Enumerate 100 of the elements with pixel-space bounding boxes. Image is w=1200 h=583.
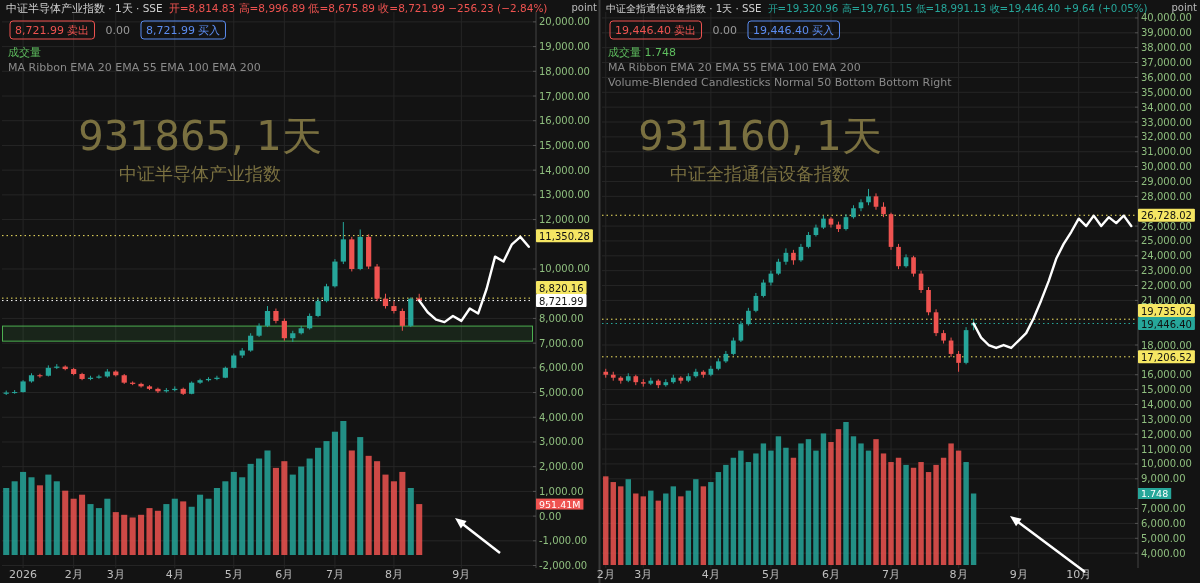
bar — [828, 442, 834, 565]
bar — [760, 443, 767, 565]
y-tick-label: 17,000.00 — [539, 90, 590, 102]
x-tick-label: 6月 — [821, 568, 840, 581]
y-tick-label: 10,000.00 — [539, 263, 590, 275]
text: 1.748 — [1141, 488, 1169, 499]
annotation: MA Ribbon EMA 20 EMA 55 EMA 100 EMA 200 — [8, 61, 261, 74]
annotation: 成交量 1.748 — [608, 46, 676, 59]
bar — [895, 457, 902, 565]
y-tick-label: 28,000.00 — [1141, 190, 1192, 202]
bar — [281, 461, 288, 555]
ref-line-label: 19,446.40 — [1141, 318, 1192, 330]
chart-title: 中证全指通信设备指数 · 1天 · SSE — [606, 2, 762, 14]
y-tick-label: 10,000.00 — [1141, 458, 1192, 470]
y-tick-label: 5,000.00 — [1141, 532, 1186, 544]
y-tick-label: 31,000.00 — [1141, 146, 1192, 158]
chart-title: 中证半导体产业指数 · 1天 · SSE — [6, 2, 163, 14]
bar — [745, 462, 752, 565]
x-tick-label: 2026 — [9, 568, 38, 581]
annotation: 8,721.99 卖出 — [15, 24, 90, 37]
bar — [256, 458, 263, 555]
x-tick-label: 2月 — [64, 568, 83, 581]
y-tick-label: 38,000.00 — [1141, 42, 1192, 54]
bar — [53, 481, 60, 555]
x-tick-label: 5月 — [224, 568, 243, 581]
bar — [933, 464, 939, 565]
y-tick-label: 14,000.00 — [539, 164, 590, 176]
bar — [331, 431, 338, 555]
bar — [625, 479, 631, 565]
bar — [365, 455, 372, 555]
ref-line-label: 11,350.28 — [539, 230, 590, 242]
bar — [382, 474, 389, 555]
bar — [903, 464, 909, 565]
y-tick-label: 32,000.00 — [1141, 131, 1192, 143]
y-tick-label: 20,000.00 — [539, 16, 590, 28]
bar — [700, 486, 707, 565]
bar — [306, 458, 313, 555]
bar — [663, 493, 669, 565]
bar — [640, 496, 646, 565]
bar — [783, 447, 789, 565]
x-tick-label: 9月 — [452, 568, 471, 581]
bar — [205, 498, 212, 555]
y-tick-label: 13,000.00 — [1141, 413, 1192, 425]
bar — [835, 429, 842, 565]
bar — [768, 450, 774, 565]
bar — [28, 477, 35, 555]
annotation: 0.00 — [712, 24, 737, 37]
bar — [20, 471, 27, 555]
x-tick-label: 5月 — [761, 568, 780, 581]
bar — [693, 479, 699, 565]
annotation: 中证半导体产业指数 — [119, 163, 281, 184]
bar — [753, 453, 759, 565]
bar — [708, 482, 714, 565]
bar — [340, 421, 347, 555]
annotation: Volume-Blended Candlesticks Normal 50 Bottom Bottom Right — [608, 76, 953, 89]
bar — [775, 436, 782, 565]
bar — [95, 508, 102, 555]
bar — [655, 500, 662, 565]
bar — [970, 493, 977, 565]
text: point — [1171, 2, 1198, 13]
bar — [230, 471, 237, 555]
bar — [820, 433, 827, 565]
bar — [154, 510, 161, 555]
annotation: 0.00 — [105, 24, 130, 37]
y-tick-label: 23,000.00 — [1141, 265, 1192, 277]
bar — [910, 467, 917, 565]
bar — [121, 514, 128, 555]
x-tick-label: 3月 — [106, 568, 125, 581]
y-tick-label: 12,000.00 — [1141, 428, 1192, 440]
y-tick-label: 11,000.00 — [1141, 443, 1192, 455]
bar — [723, 464, 729, 565]
y-tick-label: 7,000.00 — [539, 337, 584, 349]
y-tick-label: 34,000.00 — [1141, 101, 1192, 113]
annotation: 931865, 1天 — [78, 113, 322, 159]
bar — [790, 457, 797, 565]
x-tick-label: 8月 — [384, 568, 403, 581]
bar — [70, 498, 77, 555]
y-tick-label: 7,000.00 — [1141, 503, 1186, 515]
x-tick-label: 7月 — [882, 568, 901, 581]
bar — [298, 466, 305, 555]
x-tick-label: 4月 — [701, 568, 720, 581]
bar — [146, 508, 153, 555]
ref-line-label: 8,820.16 — [539, 282, 584, 294]
y-tick-label: 18,000.00 — [539, 65, 590, 77]
bar — [239, 477, 246, 555]
bar — [138, 514, 145, 555]
bar — [399, 471, 406, 555]
y-tick-label: 26,000.00 — [1141, 220, 1192, 232]
y-tick-label: 37,000.00 — [1141, 57, 1192, 69]
bar — [62, 490, 69, 555]
y-tick-label: 35,000.00 — [1141, 86, 1192, 98]
bar — [865, 450, 872, 565]
annotation: 19,446.40 买入 — [752, 24, 835, 37]
bar — [11, 481, 18, 555]
bar — [79, 494, 86, 555]
y-tick-label: 2,000.00 — [539, 461, 584, 473]
y-tick-label: 3,000.00 — [539, 436, 584, 448]
bar — [171, 498, 178, 555]
y-tick-label: 15,000.00 — [1141, 384, 1192, 396]
x-tick-label: 2月 — [596, 568, 615, 581]
